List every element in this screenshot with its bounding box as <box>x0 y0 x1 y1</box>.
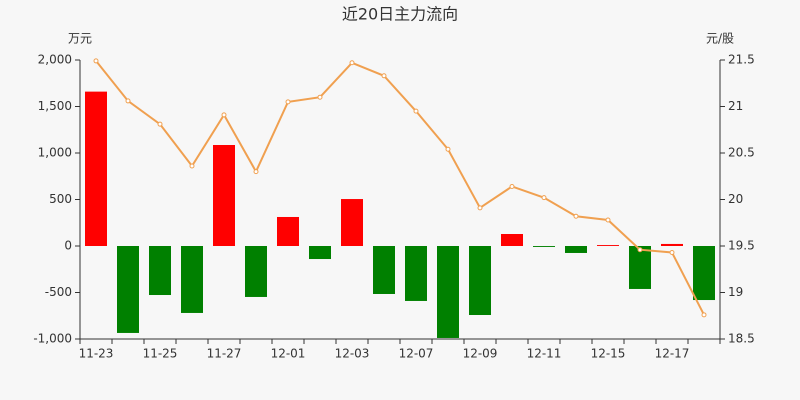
price-point <box>509 183 515 189</box>
y-tick-label: 1,000 <box>38 146 72 160</box>
x-tick-label: 11-27 <box>207 347 242 361</box>
y2-tick-label: 20 <box>728 192 743 206</box>
price-point <box>669 250 675 256</box>
y-axis-label: 万元 <box>68 32 92 46</box>
bar <box>437 246 459 338</box>
bar <box>469 246 491 316</box>
price-point <box>157 121 163 127</box>
x-tick-label: 12-09 <box>463 347 498 361</box>
bar <box>277 216 299 246</box>
price-point <box>701 312 707 318</box>
bar <box>597 245 619 246</box>
chart-title: 近20日主力流向 <box>342 5 458 24</box>
y-tick-label: 0 <box>64 239 72 253</box>
price-point <box>541 195 547 201</box>
y2-axis-label: 元/股 <box>706 32 734 46</box>
y-tick-label: 1,500 <box>38 99 72 113</box>
bar <box>341 199 363 246</box>
bar <box>181 246 203 313</box>
x-tick-label: 12-01 <box>271 347 306 361</box>
y-tick-label: -500 <box>45 285 72 299</box>
bar <box>501 234 523 246</box>
y2-tick-label: 19 <box>728 285 743 299</box>
price-point <box>125 98 131 104</box>
bar <box>245 246 267 297</box>
x-tick-label: 11-25 <box>143 347 178 361</box>
bar <box>85 91 107 247</box>
price-point <box>637 247 643 253</box>
price-point <box>477 205 483 211</box>
price-point <box>189 163 195 169</box>
y2-tick-label: 21 <box>728 99 743 113</box>
bar <box>309 246 331 260</box>
y-tick-label: -1,000 <box>33 332 72 346</box>
x-tick-label: 12-17 <box>655 347 690 361</box>
price-point <box>605 217 611 223</box>
price-point <box>93 58 99 64</box>
bar <box>213 145 235 246</box>
bar <box>693 246 715 301</box>
y-tick-label: 2,000 <box>38 53 72 67</box>
bar <box>373 246 395 294</box>
bar <box>661 243 683 246</box>
y-tick-label: 500 <box>49 192 72 206</box>
price-point <box>349 60 355 66</box>
price-point <box>221 112 227 118</box>
bar <box>565 246 587 253</box>
y2-tick-label: 19.5 <box>728 239 755 253</box>
price-point <box>285 99 291 105</box>
x-tick-label: 12-07 <box>399 347 434 361</box>
price-point <box>413 108 419 114</box>
x-tick-label: 12-03 <box>335 347 370 361</box>
price-point <box>253 169 259 175</box>
price-point <box>573 213 579 219</box>
x-tick-label: 11-23 <box>79 347 114 361</box>
y2-tick-label: 18.5 <box>728 332 755 346</box>
bar <box>149 246 171 296</box>
bar <box>533 246 555 247</box>
price-point <box>317 94 323 100</box>
bar <box>405 246 427 301</box>
x-tick-label: 12-11 <box>527 347 562 361</box>
price-point <box>445 146 451 152</box>
price-line <box>95 60 705 316</box>
x-tick-label: 12-15 <box>591 347 626 361</box>
bar <box>117 246 139 333</box>
y2-tick-label: 21.5 <box>728 53 755 67</box>
y2-tick-label: 20.5 <box>728 146 755 160</box>
bar <box>629 246 651 289</box>
price-point <box>381 73 387 79</box>
